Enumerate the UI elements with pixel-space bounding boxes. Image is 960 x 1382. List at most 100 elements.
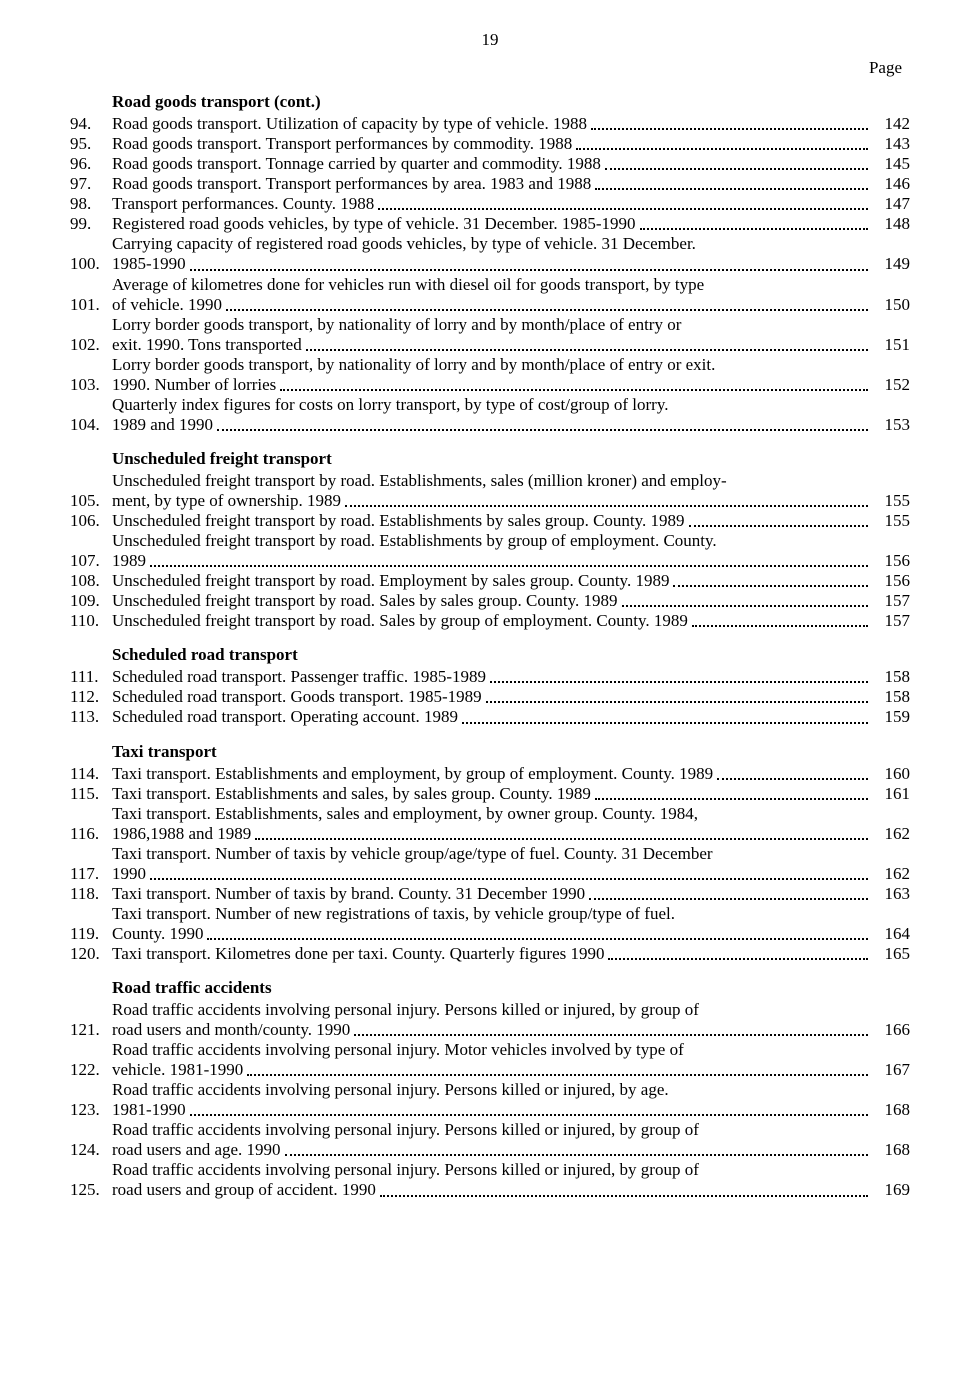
entry-last-line: County. 1990 — [112, 924, 872, 944]
entry-number: 119. — [70, 924, 112, 944]
toc-entry: 110.Unscheduled freight transport by roa… — [70, 611, 910, 631]
entry-text-line: Road traffic accidents involving persona… — [112, 1120, 872, 1140]
entry-text: 1989 — [112, 551, 146, 571]
entry-page: 161 — [872, 784, 910, 804]
entry-number: 105. — [70, 491, 112, 511]
leader-dots — [486, 700, 868, 703]
entry-number: 118. — [70, 884, 112, 904]
entry-text: Taxi transport. Number of taxis by brand… — [112, 884, 585, 904]
entry-body: Taxi transport. Establishments and sales… — [112, 784, 872, 804]
entry-text: ment, by type of ownership. 1989 — [112, 491, 341, 511]
entry-page: 157 — [872, 611, 910, 631]
leader-dots — [462, 721, 868, 724]
entry-page: 163 — [872, 884, 910, 904]
entry-number: 113. — [70, 707, 112, 727]
entry-text: 1990. Number of lorries — [112, 375, 276, 395]
toc-entry: 97.Road goods transport. Transport perfo… — [70, 174, 910, 194]
entry-text: Unscheduled freight transport by road. S… — [112, 611, 688, 631]
entry-text: 1989 and 1990 — [112, 415, 213, 435]
entry-number: 102. — [70, 335, 112, 355]
entry-page: 165 — [872, 944, 910, 964]
entry-page: 150 — [872, 295, 910, 315]
entry-body: Unscheduled freight transport by road. S… — [112, 611, 872, 631]
toc-entry: 105.Unscheduled freight transport by roa… — [70, 471, 910, 511]
entry-number: 95. — [70, 134, 112, 154]
entry-body: Unscheduled freight transport by road. S… — [112, 591, 872, 611]
entry-body: Taxi transport. Establishments and emplo… — [112, 764, 872, 784]
entry-text: 1981-1990 — [112, 1100, 186, 1120]
toc-entry: 123.Road traffic accidents involving per… — [70, 1080, 910, 1120]
entry-text-line: Average of kilometres done for vehicles … — [112, 275, 872, 295]
leader-dots — [576, 147, 868, 150]
leader-dots — [591, 127, 868, 130]
entry-text: road users and group of accident. 1990 — [112, 1180, 376, 1200]
entry-number: 109. — [70, 591, 112, 611]
entry-text: Road goods transport. Tonnage carried by… — [112, 154, 601, 174]
toc-entry: 100.Carrying capacity of registered road… — [70, 234, 910, 274]
entry-page: 160 — [872, 764, 910, 784]
leader-dots — [150, 564, 868, 567]
section-title: Road traffic accidents — [70, 978, 910, 998]
entry-page: 169 — [872, 1180, 910, 1200]
entry-page: 156 — [872, 571, 910, 591]
entry-last-line: 1989 and 1990 — [112, 415, 872, 435]
toc-entry: 101.Average of kilometres done for vehic… — [70, 275, 910, 315]
entry-page: 155 — [872, 511, 910, 531]
entry-text: Unscheduled freight transport by road. E… — [112, 511, 685, 531]
entry-text-line: Road traffic accidents involving persona… — [112, 1160, 872, 1180]
entry-text: Road goods transport. Utilization of cap… — [112, 114, 587, 134]
entry-page: 162 — [872, 864, 910, 884]
entry-body: Road goods transport. Transport performa… — [112, 174, 872, 194]
leader-dots — [190, 268, 868, 271]
leader-dots — [589, 897, 868, 900]
toc-entry: 96.Road goods transport. Tonnage carried… — [70, 154, 910, 174]
entry-body: Transport performances. County. 1988 — [112, 194, 872, 214]
entry-text: Taxi transport. Establishments and sales… — [112, 784, 591, 804]
entry-body: Unscheduled freight transport by road. E… — [112, 531, 872, 571]
entry-body: Taxi transport. Establishments, sales an… — [112, 804, 872, 844]
entry-body: Road traffic accidents involving persona… — [112, 1120, 872, 1160]
entry-last-line: 1990. Number of lorries — [112, 375, 872, 395]
toc-entry: 107.Unscheduled freight transport by roa… — [70, 531, 910, 571]
entry-text: Registered road goods vehicles, by type … — [112, 214, 636, 234]
toc-entry: 95.Road goods transport. Transport perfo… — [70, 134, 910, 154]
entry-text: exit. 1990. Tons transported — [112, 335, 302, 355]
entry-text-line: Unscheduled freight transport by road. E… — [112, 471, 872, 491]
entry-body: Lorry border goods transport, by nationa… — [112, 315, 872, 355]
entry-text-line: Unscheduled freight transport by road. E… — [112, 531, 872, 551]
entry-text-line: Carrying capacity of registered road goo… — [112, 234, 872, 254]
leader-dots — [380, 1194, 868, 1197]
leader-dots — [217, 428, 868, 431]
entry-text: Road goods transport. Transport performa… — [112, 174, 591, 194]
entry-body: Taxi transport. Number of new registrati… — [112, 904, 872, 944]
entry-number: 94. — [70, 114, 112, 134]
entry-text-line: Road traffic accidents involving persona… — [112, 1000, 872, 1020]
leader-dots — [285, 1153, 868, 1156]
entry-body: Scheduled road transport. Goods transpor… — [112, 687, 872, 707]
entry-text-line: Taxi transport. Number of new registrati… — [112, 904, 872, 924]
entry-body: Scheduled road transport. Operating acco… — [112, 707, 872, 727]
leader-dots — [673, 584, 868, 587]
entry-body: Road traffic accidents involving persona… — [112, 1040, 872, 1080]
entry-body: Quarterly index figures for costs on lor… — [112, 395, 872, 435]
toc-entry: 122.Road traffic accidents involving per… — [70, 1040, 910, 1080]
entry-page: 167 — [872, 1060, 910, 1080]
entry-text-line: Quarterly index figures for costs on lor… — [112, 395, 872, 415]
entry-body: Taxi transport. Number of taxis by brand… — [112, 884, 872, 904]
entry-page: 168 — [872, 1100, 910, 1120]
toc-entry: 116.Taxi transport. Establishments, sale… — [70, 804, 910, 844]
leader-dots — [378, 207, 868, 210]
entry-body: Unscheduled freight transport by road. E… — [112, 471, 872, 511]
entry-number: 111. — [70, 667, 112, 687]
toc-entry: 103.Lorry border goods transport, by nat… — [70, 355, 910, 395]
leader-dots — [717, 777, 868, 780]
entry-number: 110. — [70, 611, 112, 631]
leader-dots — [247, 1073, 868, 1076]
toc-entry: 115.Taxi transport. Establishments and s… — [70, 784, 910, 804]
entry-page: 158 — [872, 667, 910, 687]
entry-text: Unscheduled freight transport by road. E… — [112, 571, 669, 591]
leader-dots — [595, 187, 868, 190]
entry-page: 155 — [872, 491, 910, 511]
entry-text: Scheduled road transport. Passenger traf… — [112, 667, 486, 687]
entry-page: 145 — [872, 154, 910, 174]
